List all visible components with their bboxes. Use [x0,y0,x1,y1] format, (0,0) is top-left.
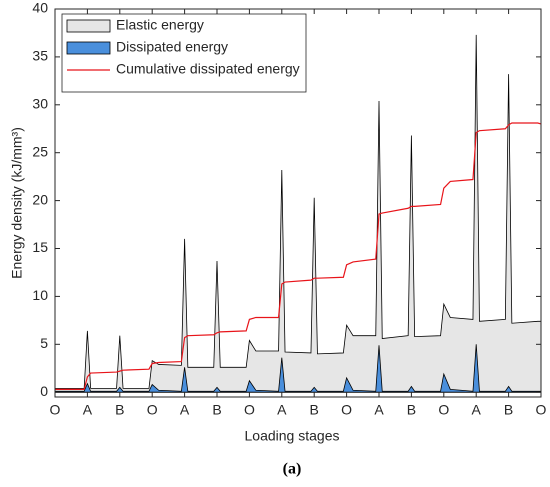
legend-label: Elastic energy [116,17,204,33]
y-tick-label: 20 [32,191,48,207]
y-tick-label: 0 [40,383,48,399]
x-tick-label: B [212,402,221,418]
x-tick-label: B [504,402,513,418]
legend-swatch [66,41,111,55]
y-axis-label: Energy density (kJ/mm³) [9,127,25,279]
legend-label: Cumulative dissipated energy [116,61,300,77]
x-tick-label: B [310,402,319,418]
x-tick-label: O [50,402,61,418]
legend-swatch [66,19,111,33]
y-tick-label: 30 [32,96,48,112]
line [55,122,542,390]
x-tick-label: A [277,402,287,418]
y-tick-label: 35 [32,48,48,64]
y-tick-label: 25 [32,143,48,159]
y-tick-label: 40 [32,0,48,16]
y-tick-label: 5 [40,335,48,351]
x-tick-label: A [472,402,482,418]
x-tick-label: O [244,402,255,418]
x-axis-label: Loading stages [245,428,340,444]
x-tick-label: A [374,402,384,418]
x-tick-label: O [536,402,547,418]
y-tick-label: 10 [32,287,48,303]
plot-frame [54,8,542,398]
y-tick-label: 15 [32,239,48,255]
x-tick-label: A [83,402,93,418]
x-tick-label: O [341,402,352,418]
area [54,34,542,393]
x-tick-label: O [438,402,449,418]
x-tick-label: B [407,402,416,418]
legend-label: Dissipated energy [116,39,228,55]
x-tick-label: B [115,402,124,418]
x-tick-label: A [180,402,190,418]
caption: (a) [283,461,302,478]
area [54,344,542,393]
x-tick-label: O [147,402,158,418]
